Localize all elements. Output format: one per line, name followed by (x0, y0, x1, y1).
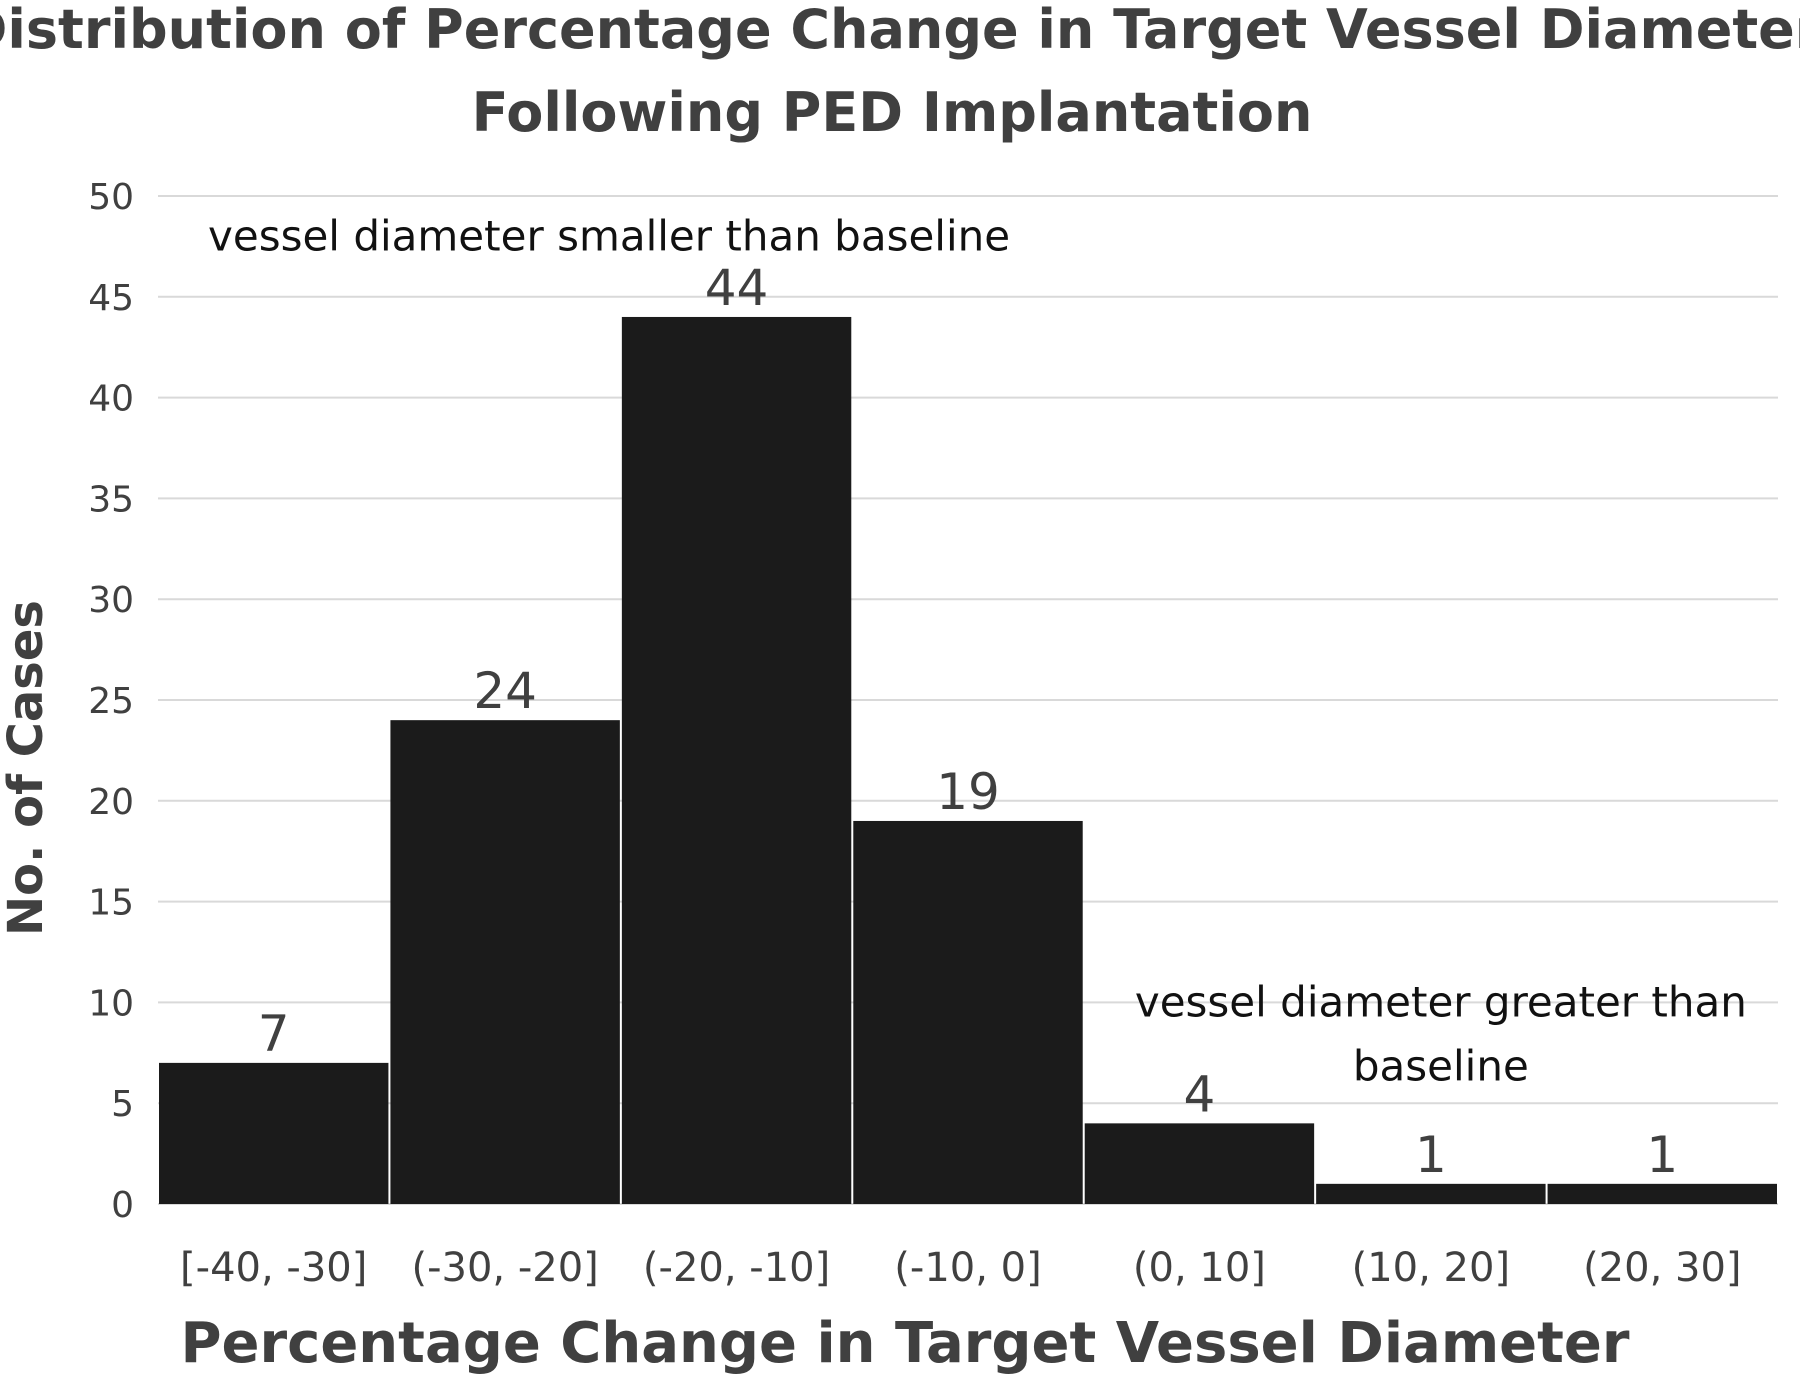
annotation-0-line-0: vessel diameter smaller than baseline (208, 211, 1010, 260)
chart-title-line-2: Following PED Implantation (472, 81, 1313, 144)
bar-4 (1084, 1123, 1315, 1204)
chart-title-line-1: Distribution of Percentage Change in Tar… (0, 0, 1800, 61)
bar-0 (159, 1062, 389, 1204)
bar-2 (621, 316, 852, 1205)
y-tick-label: 45 (88, 278, 134, 319)
x-category-label: (-20, -10] (643, 1245, 830, 1291)
y-tick-label: 20 (88, 782, 134, 823)
bar-3 (853, 820, 1083, 1204)
annotation-1-line-0: vessel diameter greater than (1135, 977, 1747, 1026)
data-label: 7 (258, 1005, 290, 1063)
x-axis-title: Percentage Change in Target Vessel Diame… (180, 1311, 1629, 1376)
bar-5 (1316, 1183, 1546, 1204)
y-tick-label: 25 (88, 681, 134, 722)
y-tick-label: 15 (88, 883, 134, 924)
x-axis-categories: [-40, -30] (-30, -20] (-20, -10] (-10, 0] (0… (180, 1245, 1741, 1291)
x-category-label: [-40, -30] (180, 1245, 367, 1291)
x-category-label: (-30, -20] (411, 1245, 598, 1291)
y-tick-label: 10 (88, 983, 134, 1024)
data-label: 4 (1184, 1065, 1216, 1123)
y-tick-label: 40 (88, 379, 134, 420)
data-label: 19 (936, 763, 1000, 821)
y-tick-label: 0 (111, 1185, 134, 1226)
y-tick-label: 35 (88, 479, 134, 520)
bar-6 (1547, 1183, 1777, 1204)
y-tick-label: 5 (111, 1084, 134, 1125)
data-label: 44 (705, 259, 769, 317)
bar-1 (390, 720, 620, 1204)
data-label: 1 (1415, 1126, 1447, 1184)
chart-title: Distribution of Percentage Change in Tar… (0, 0, 1800, 144)
data-label: 1 (1646, 1126, 1678, 1184)
y-tick-label: 30 (88, 580, 134, 621)
annotation-1-line-1: baseline (1353, 1041, 1529, 1090)
y-tick-label: 50 (88, 177, 134, 218)
annotations: vessel diameter smaller than baseline ves… (208, 211, 1747, 1090)
data-label: 24 (473, 662, 537, 720)
x-category-label: (20, 30] (1583, 1245, 1741, 1291)
x-category-label: (-10, 0] (894, 1245, 1041, 1291)
y-axis-title: No. of Cases (0, 600, 54, 936)
data-labels: 7 24 44 19 4 1 1 (258, 259, 1678, 1184)
y-axis-ticks: 0 5 10 15 20 25 30 35 40 45 50 (88, 177, 134, 1226)
bars (159, 316, 1777, 1205)
x-category-label: (10, 20] (1352, 1245, 1510, 1291)
x-category-label: (0, 10] (1133, 1245, 1266, 1291)
